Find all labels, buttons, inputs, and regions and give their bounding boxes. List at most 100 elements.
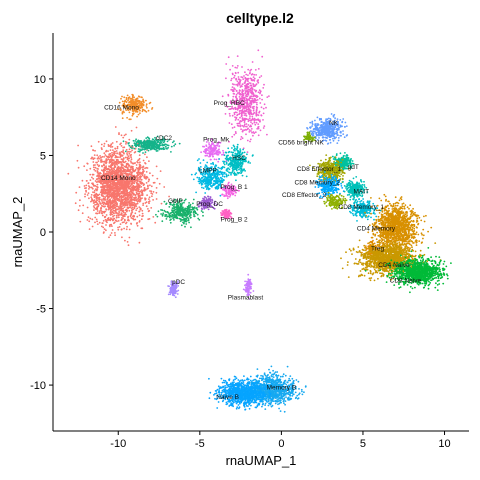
scatter-point (131, 162, 134, 165)
scatter-point (215, 147, 217, 150)
scatter-point (262, 87, 265, 89)
scatter-point (231, 147, 233, 149)
scatter-point (255, 101, 258, 104)
scatter-point (163, 200, 166, 203)
scatter-point (109, 158, 111, 161)
scatter-point (114, 196, 116, 198)
scatter-point (244, 76, 247, 79)
scatter-point (116, 145, 119, 148)
scatter-point (234, 72, 237, 75)
scatter-point (234, 194, 237, 197)
scatter-point (100, 159, 102, 161)
scatter-point (212, 149, 215, 151)
scatter-point (126, 182, 129, 185)
scatter-point (96, 223, 99, 226)
scatter-point (109, 225, 111, 228)
scatter-point (96, 163, 99, 166)
scatter-point (124, 100, 127, 103)
scatter-point (126, 204, 128, 207)
scatter-point (245, 123, 248, 125)
scatter-point (235, 179, 237, 182)
scatter-point (124, 213, 127, 216)
scatter-point (227, 147, 230, 150)
scatter-point (218, 145, 221, 147)
scatter-point (135, 104, 138, 107)
scatter-point (131, 166, 133, 169)
scatter-point (174, 214, 177, 217)
scatter-point (102, 232, 105, 234)
scatter-point (134, 107, 137, 110)
scatter-point (237, 76, 240, 78)
scatter-point (190, 208, 193, 211)
scatter-point (213, 180, 216, 183)
scatter-point (144, 197, 146, 200)
scatter-point (137, 148, 140, 150)
scatter-point (133, 197, 136, 200)
scatter-point (236, 166, 239, 169)
scatter-point (85, 189, 87, 192)
scatter-point (96, 199, 98, 202)
scatter-point (252, 131, 255, 133)
scatter-point (145, 178, 147, 180)
scatter-point (87, 216, 90, 219)
scatter-point (226, 197, 229, 200)
scatter-point (210, 158, 212, 161)
scatter-point (234, 111, 237, 114)
scatter-point (156, 147, 159, 150)
scatter-point (113, 221, 116, 224)
scatter-point (185, 220, 188, 223)
scatter-point (126, 225, 128, 228)
scatter-point (145, 182, 148, 184)
scatter-point (215, 177, 217, 179)
scatter-point (217, 160, 220, 163)
scatter-point (124, 186, 127, 188)
scatter-point (202, 211, 204, 214)
scatter-point (126, 141, 128, 144)
scatter-point (114, 202, 117, 205)
scatter-point (111, 145, 114, 148)
scatter-point (95, 181, 98, 184)
scatter-point (161, 143, 164, 146)
scatter-point (128, 209, 131, 212)
scatter-point (173, 294, 176, 297)
scatter-point (110, 160, 113, 163)
scatter-point (84, 195, 86, 198)
scatter-point (237, 71, 240, 74)
scatter-point (186, 217, 189, 219)
scatter-point (124, 150, 127, 153)
scatter-point (239, 109, 241, 112)
scatter-point (238, 164, 241, 167)
scatter-point (121, 117, 124, 120)
scatter-point (120, 228, 123, 231)
scatter-point (148, 198, 150, 201)
scatter-point (129, 146, 132, 149)
scatter-point (193, 215, 196, 218)
scatter-point (135, 97, 138, 100)
scatter-point (255, 106, 258, 108)
scatter-point (121, 218, 123, 221)
scatter-point (121, 182, 124, 185)
scatter-point (250, 84, 253, 87)
scatter-point (83, 185, 86, 187)
scatter-point (149, 101, 152, 104)
scatter-point (98, 196, 101, 199)
scatter-point (111, 158, 114, 161)
scatter-point (204, 176, 207, 179)
scatter-point (257, 49, 260, 52)
scatter-point (137, 192, 140, 195)
scatter-point (176, 208, 178, 211)
scatter-point (177, 206, 180, 209)
scatter-point (91, 182, 93, 185)
scatter-point (197, 217, 200, 220)
scatter-point (238, 113, 241, 115)
scatter-point (101, 199, 103, 202)
scatter-point (204, 179, 207, 182)
scatter-point (94, 203, 96, 206)
scatter-point (253, 121, 256, 124)
scatter-point (163, 186, 166, 188)
scatter-point (90, 200, 92, 203)
scatter-point (114, 208, 117, 211)
scatter-point (104, 189, 107, 192)
scatter-point (237, 122, 240, 125)
scatter-point (225, 191, 228, 193)
